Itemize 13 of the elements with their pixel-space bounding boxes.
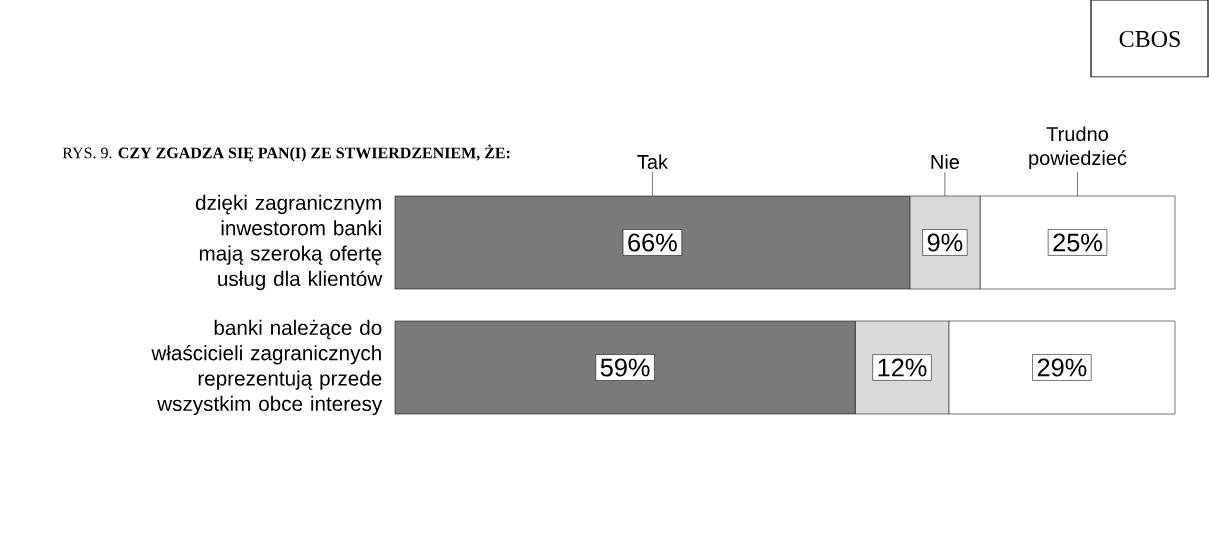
series-label: Tak	[637, 154, 668, 170]
data-label: 59%	[600, 358, 650, 377]
data-label: 29%	[1037, 358, 1087, 377]
text: CBOS	[1119, 30, 1180, 48]
y-tick-label: banki należące do właścicieli zagranicznych reprezentują przede wszystkim obce interesy	[151, 319, 383, 416]
series-label: Trudno powiedzieć	[1029, 126, 1127, 170]
data-label: 9%	[927, 233, 963, 252]
data-label: 12%	[878, 358, 927, 377]
series-label: Nie	[931, 154, 960, 170]
data-label: 66%	[628, 233, 677, 252]
chart-title: RYS. 9. CZY ZGADZA SIĘ PAN(I) ZE STWIERDZENIEM, ŻE:	[62, 144, 510, 162]
data-label: 25%	[1053, 233, 1102, 252]
y-tick-label: dzięki zagranicznym inwestorom banki mają szeroką ofertę usług dla klientów	[195, 194, 383, 291]
